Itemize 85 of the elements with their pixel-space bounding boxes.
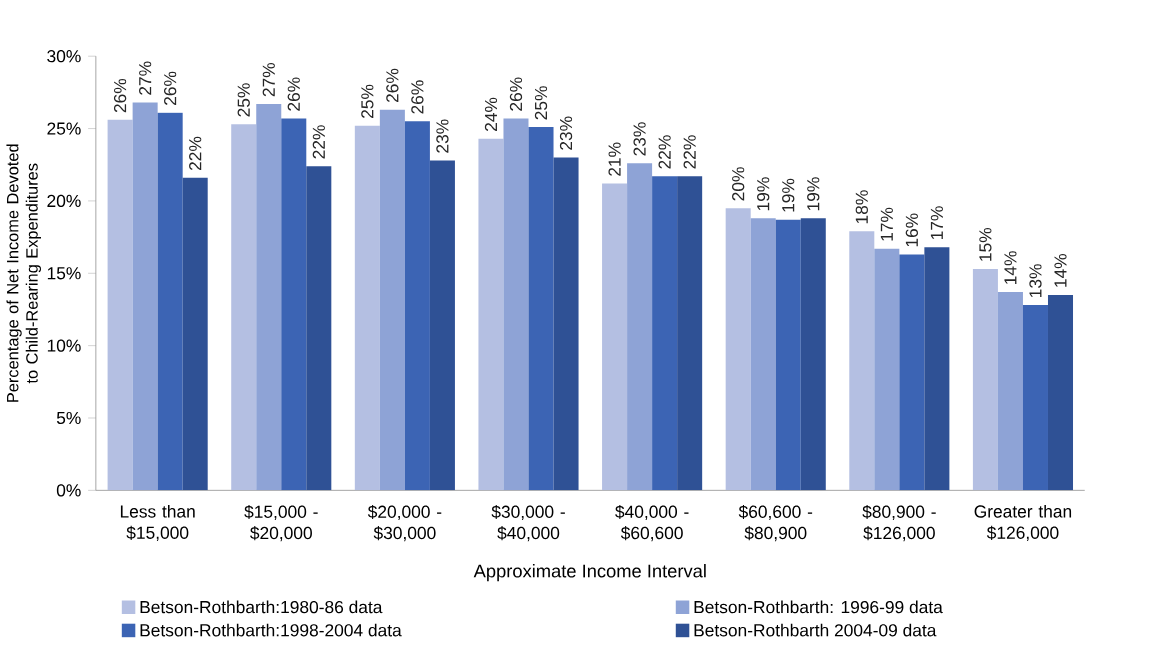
data-label: 26% xyxy=(164,71,177,105)
bar xyxy=(602,183,628,491)
x-tick-label: $15,000 - $20,000 xyxy=(244,504,318,542)
bar xyxy=(874,248,900,491)
x-tick-label: $20,000 - $30,000 xyxy=(367,504,442,542)
data-label: 26% xyxy=(411,80,424,114)
data-label: 19% xyxy=(782,178,795,212)
y-tick-label: 5% xyxy=(56,411,81,425)
bar xyxy=(478,138,504,491)
bar xyxy=(503,118,529,491)
bar xyxy=(725,208,751,491)
data-label: 23% xyxy=(559,116,573,150)
data-label: 26% xyxy=(113,78,127,113)
data-label: 13% xyxy=(1029,264,1042,298)
data-label: 14% xyxy=(1054,254,1067,287)
y-tick-label: 10% xyxy=(47,339,81,352)
bar xyxy=(677,176,703,491)
data-label: 19% xyxy=(807,177,820,211)
bar xyxy=(553,157,579,491)
data-label: 22% xyxy=(312,125,325,159)
bar xyxy=(1047,295,1074,491)
data-label: 23% xyxy=(633,122,646,156)
bar xyxy=(849,231,875,491)
x-tick-label: $60,600 - $80,900 xyxy=(738,504,813,542)
y-tick-label: 25% xyxy=(47,122,81,135)
bar xyxy=(132,102,158,491)
data-label: 17% xyxy=(930,206,943,240)
y-axis-title: Percentage of Net Income Devoted to Child-Rearing Expenditures xyxy=(6,144,42,402)
data-label: 27% xyxy=(262,63,275,97)
data-label: 24% xyxy=(484,97,498,132)
legend-label: Betson-Rothbarth 2004-09 data xyxy=(694,623,937,637)
data-label: 27% xyxy=(139,61,152,95)
x-tick-label: Greater than $126,000 xyxy=(974,504,1072,541)
bar xyxy=(997,292,1023,491)
data-label: 22% xyxy=(658,135,671,169)
data-label: 25% xyxy=(534,86,548,120)
bar xyxy=(256,104,282,491)
bar xyxy=(379,109,405,491)
data-label: 15% xyxy=(979,228,992,261)
x-axis-title: Approximate Income Interval xyxy=(473,564,706,582)
bar xyxy=(972,268,998,491)
bar xyxy=(107,119,133,491)
bar xyxy=(306,166,332,491)
bar xyxy=(157,112,183,491)
bar xyxy=(627,163,653,491)
bar xyxy=(775,219,801,491)
bar xyxy=(354,125,380,491)
bar xyxy=(899,254,925,491)
bar xyxy=(924,247,950,491)
data-label: 19% xyxy=(757,177,770,211)
data-label: 26% xyxy=(386,68,399,103)
x-tick-label: $30,000 - $40,000 xyxy=(491,504,565,542)
data-label: 26% xyxy=(287,77,300,111)
bar xyxy=(528,127,554,491)
bar xyxy=(750,218,776,491)
y-tick-label: 0% xyxy=(56,484,81,497)
data-label: 25% xyxy=(361,84,374,119)
legend-label: Betson-Rothbarth:1998-2004 data xyxy=(140,623,402,637)
data-label: 22% xyxy=(189,136,202,171)
x-tick-label: Less than $15,000 xyxy=(120,504,195,541)
data-label: 26% xyxy=(509,77,523,111)
data-label: 20% xyxy=(732,167,745,201)
bar xyxy=(182,177,208,491)
data-label: 16% xyxy=(905,213,919,247)
data-label: 21% xyxy=(608,142,621,176)
data-label: 25% xyxy=(237,83,250,117)
x-tick-label: $40,000 - $60,600 xyxy=(615,504,689,542)
bar xyxy=(429,160,455,491)
bar xyxy=(1022,305,1048,491)
legend-label: Betson-Rothbarth:1980-86 data xyxy=(140,600,383,614)
data-label: 22% xyxy=(683,135,696,169)
bar xyxy=(231,124,257,491)
bar xyxy=(281,118,307,491)
data-label: 17% xyxy=(880,207,893,241)
y-tick-label: 15% xyxy=(47,267,81,280)
bar xyxy=(404,121,430,491)
data-label: 14% xyxy=(1004,251,1017,284)
data-label: 23% xyxy=(436,119,449,153)
legend-label: Betson-Rothbarth: 1996-99 data xyxy=(694,600,943,614)
y-tick-label: 30% xyxy=(47,50,81,63)
bar xyxy=(800,218,826,491)
data-label: 18% xyxy=(855,190,868,224)
bar xyxy=(652,176,678,491)
x-tick-label: $80,900 - $126,000 xyxy=(862,504,936,542)
y-tick-label: 20% xyxy=(47,194,81,208)
